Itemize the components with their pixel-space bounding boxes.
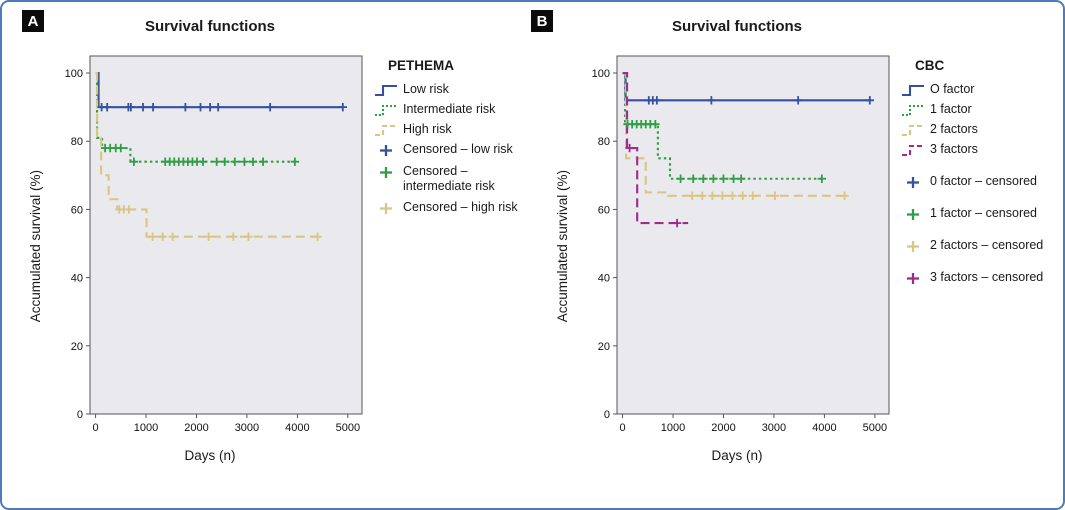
censored-plus-icon xyxy=(907,241,919,252)
y-tick-label: 100 xyxy=(65,68,83,80)
legend-item: Low risk xyxy=(374,82,526,98)
legend-item-label: 3 factors – censored xyxy=(930,270,1044,284)
y-tick-label: 40 xyxy=(71,273,83,285)
panel-a-label: A xyxy=(22,10,44,32)
legend-item-label: 1 factor – censored xyxy=(930,206,1038,220)
y-axis-label-a: Accumulated survival (%) xyxy=(20,46,50,446)
censored-plus-icon xyxy=(380,167,392,178)
legend-title-a: PETHEMA xyxy=(388,58,455,73)
censored-plus-icon xyxy=(907,177,919,188)
series-line-icon xyxy=(375,84,397,97)
y-axis-label-b: Accumulated survival (%) xyxy=(547,46,577,446)
legend-item-label: 1 factor xyxy=(930,102,972,116)
legend-item: Intermediate risk xyxy=(374,102,526,118)
survival-curve xyxy=(95,71,295,163)
legend-title-b: CBC xyxy=(915,58,945,73)
series-line-icon xyxy=(902,124,924,137)
x-tick-label: 4000 xyxy=(285,422,309,434)
y-tick-label: 0 xyxy=(77,409,83,421)
censored-plus-icon xyxy=(380,202,392,214)
series-line-icon xyxy=(902,104,924,117)
censored-plus-icon xyxy=(380,145,392,156)
panel-b-label: B xyxy=(531,10,553,32)
x-tick-label: 1000 xyxy=(661,422,685,434)
legend-items-b: O factor 1 factor 2 factors 3 factors 0 fact… xyxy=(901,82,1063,286)
chart-title-b: Survival functions xyxy=(671,18,803,35)
legend-item-label: High risk xyxy=(403,122,452,136)
legend-item-label: Censored – low risk xyxy=(403,142,513,156)
legend-item: 2 factors xyxy=(901,122,1063,138)
x-tick-label: 3000 xyxy=(762,422,786,434)
y-tick-label: 20 xyxy=(71,341,83,353)
legend-item-label: Censored – intermediate risk xyxy=(403,164,495,193)
y-axis-label-text-b: Accumulated survival (%) xyxy=(554,169,570,323)
x-tick-label: 2000 xyxy=(711,422,735,434)
legend-item-label: 0 factor – censored xyxy=(930,174,1038,188)
plot-area xyxy=(616,55,890,415)
x-tick-label: 2000 xyxy=(184,422,208,434)
y-tick-label: 20 xyxy=(598,341,610,353)
legend-cbc: CBC O factor 1 factor 2 factors 3 factors 0 … xyxy=(901,58,1063,290)
legend-item: 1 factor – censored xyxy=(901,206,1063,222)
legend-item: Censored – low risk xyxy=(374,142,526,158)
legend-item: 3 factors xyxy=(901,142,1063,158)
panel-b: B Survival functions Accumulated surviva… xyxy=(531,8,1063,463)
y-tick-label: 80 xyxy=(598,136,610,148)
y-axis-label-text-a: Accumulated survival (%) xyxy=(27,169,43,323)
legend-item-label: Censored – high risk xyxy=(403,199,518,214)
censored-plus-icon xyxy=(907,209,919,220)
plot-row-b: Accumulated survival (%) 0 20 40 60 80 100 0 10… xyxy=(547,46,1063,446)
x-tick-label: 3000 xyxy=(235,422,259,434)
censored-plus-icon xyxy=(907,273,919,284)
survival-curve xyxy=(95,71,318,238)
x-tick-label: 1000 xyxy=(134,422,158,434)
x-tick-label: 5000 xyxy=(863,422,887,434)
y-tick-label: 0 xyxy=(604,409,610,421)
legend-item: 3 factors – censored xyxy=(901,270,1063,286)
legend-item-label: 2 factors – censored xyxy=(930,238,1044,252)
legend-item: Censored – intermediate risk xyxy=(374,164,526,194)
y-tick-label: 40 xyxy=(598,273,610,285)
chart-title-a: Survival functions xyxy=(144,18,276,35)
legend-item-label: 3 factors xyxy=(930,142,978,156)
x-tick-label: 5000 xyxy=(336,422,360,434)
legend-items-a: Low risk Intermediate risk High risk Censor… xyxy=(374,82,526,216)
legend-item: Censored – high risk xyxy=(374,200,526,216)
panel-a: A Survival functions Accumulated surviva… xyxy=(20,8,520,463)
legend-item: 1 factor xyxy=(901,102,1063,118)
legend-item: 2 factors – censored xyxy=(901,238,1063,254)
plot-row-a: Accumulated survival (%) 0 20 40 60 80 100 0 10… xyxy=(20,46,520,446)
series-line-icon xyxy=(902,84,924,97)
series-line-icon xyxy=(902,144,924,157)
legend-item-label: Intermediate risk xyxy=(403,102,496,116)
legend-item: High risk xyxy=(374,122,526,138)
y-tick-label: 60 xyxy=(71,204,83,216)
series-line-icon xyxy=(375,104,397,117)
legend-item-label: O factor xyxy=(930,82,975,96)
series-line-icon xyxy=(375,124,397,137)
y-tick-label: 100 xyxy=(592,68,610,80)
legend-item: 0 factor – censored xyxy=(901,174,1063,190)
x-axis-label-b: Days (n) xyxy=(711,448,763,463)
x-tick-label: 0 xyxy=(619,422,625,434)
x-tick-label: 0 xyxy=(92,422,98,434)
survival-curve xyxy=(622,71,822,180)
legend-item-label: 2 factors xyxy=(930,122,978,136)
legend-pethema: PETHEMA Low risk Intermediate risk High ri… xyxy=(374,58,526,222)
x-axis-label-a: Days (n) xyxy=(184,448,236,463)
x-tick-label: 4000 xyxy=(812,422,836,434)
y-tick-label: 60 xyxy=(598,204,610,216)
legend-item: O factor xyxy=(901,82,1063,98)
legend-item-label: Low risk xyxy=(403,82,449,96)
y-tick-label: 80 xyxy=(71,136,83,148)
plot-area xyxy=(89,55,363,415)
